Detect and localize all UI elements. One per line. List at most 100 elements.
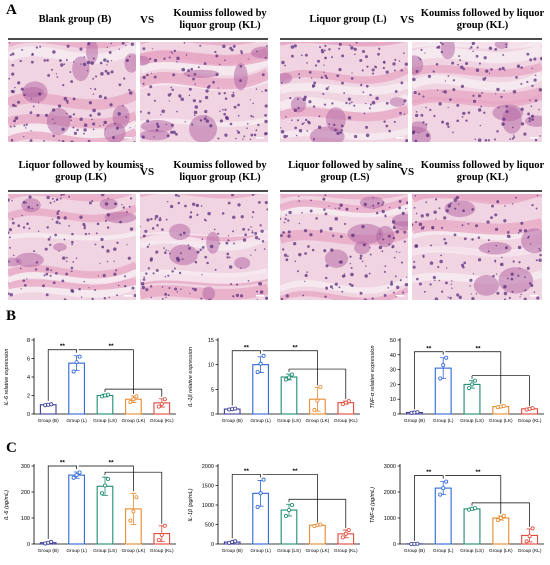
data-point (444, 355, 449, 360)
data-point (134, 495, 139, 500)
x-tick-label: Group (L) (433, 548, 454, 554)
label-kl-3: Koumiss followed by liquor group (KL) (173, 160, 267, 183)
label-blank-group: Blank group (B) (38, 14, 112, 25)
bar (309, 524, 326, 545)
y-tick-label: 2 (27, 394, 30, 400)
label-vs-2: VS (400, 14, 415, 26)
significance-label: ** (244, 468, 250, 475)
data-point (100, 491, 105, 496)
chart-svg: IL-6 relative expression 0 2 4 6 8 Group (B) Gr… (4, 338, 176, 424)
data-point (233, 539, 238, 544)
data-point (233, 406, 238, 411)
y-tick-label: 1000 (384, 516, 396, 522)
data-point (287, 508, 292, 513)
y-tick-label: 0 (393, 542, 396, 548)
divider-rule (280, 38, 542, 40)
histology-image-lk (8, 194, 136, 300)
chart-il1b-expression: IL-1β relative expression 0 5 10 15 Group (B)… (184, 318, 366, 434)
panel-letter-c: C (6, 440, 17, 456)
data-point (530, 406, 535, 411)
y-tick-label: 300 (21, 464, 30, 470)
data-point (524, 539, 529, 544)
x-tick-label: Group (LK) (489, 548, 513, 554)
data-point (255, 504, 260, 509)
data-point (346, 527, 351, 532)
y-tick-label: 1500 (202, 484, 214, 490)
data-point (315, 398, 320, 403)
data-point (162, 397, 167, 402)
data-point (131, 509, 136, 514)
significance-label: ** (244, 344, 250, 351)
label-lk-group: Liquor followed by koumiss group (LK) (18, 160, 144, 183)
data-point (77, 470, 82, 475)
data-point (261, 477, 266, 482)
data-point (159, 532, 164, 537)
x-tick-label: Group (L) (250, 548, 271, 554)
chart-svg: TNF-α (pg/mL) 0 1000 2000 3000 Group (B) Group… (370, 464, 544, 554)
y-tick-label: 0 (27, 542, 30, 548)
data-point (318, 384, 323, 389)
y-axis-label: IL-6 relative expression (4, 349, 10, 406)
significance-bracket (47, 465, 77, 539)
significance-label: ** (108, 459, 114, 466)
bar (68, 474, 85, 545)
x-tick-label: Group (LS) (93, 418, 117, 424)
x-tick-label: Group (LS) (277, 418, 301, 424)
data-point (444, 479, 449, 484)
x-tick-label: Group (B) (404, 418, 425, 424)
data-point (527, 534, 532, 539)
significance-label: ** (292, 468, 298, 475)
data-point (49, 402, 54, 407)
y-tick-label: 50 (390, 338, 396, 344)
data-point (159, 401, 164, 406)
y-axis-label: IL-1β (pg/mL) (188, 488, 194, 521)
y-tick-label: 15 (208, 338, 214, 344)
y-tick-label: 8 (27, 338, 30, 344)
x-tick-label: Group (LS) (460, 548, 484, 554)
x-tick-label: Group (LK) (306, 418, 330, 424)
x-tick-label: Group (KL) (150, 418, 174, 424)
y-tick-label: 4 (27, 375, 30, 381)
significance-bracket (47, 349, 77, 401)
significance-bracket (78, 349, 163, 397)
label-vs-3: VS (140, 166, 155, 178)
bar (492, 517, 510, 545)
chart-il6-concentration: IL-6 (pg/mL) 0 100 200 300 Group (B) Group (L)… (0, 444, 182, 564)
x-tick-label: Group (LS) (277, 548, 301, 554)
data-point (255, 370, 260, 375)
x-tick-label: Group (KL) (334, 548, 358, 554)
chart-svg: TNF-α relative expression 0 10 20 30 40 50 Grou… (370, 338, 544, 424)
x-tick-label: Group (LS) (460, 418, 484, 424)
data-point (284, 513, 289, 518)
x-tick-label: Group (LK) (122, 418, 146, 424)
significance-label: ** (292, 344, 298, 351)
data-point (495, 518, 500, 523)
chart-tnfa-concentration: TNF-α (pg/mL) 0 1000 2000 3000 Group (B) Group… (366, 444, 550, 564)
x-tick-label: Group (LK) (122, 548, 146, 554)
data-point (287, 375, 292, 380)
divider-rule (8, 38, 268, 40)
data-point (530, 526, 535, 531)
data-point (343, 531, 348, 536)
histology-image-kl (412, 194, 542, 300)
y-tick-label: 0 (393, 412, 396, 418)
significance-bracket (231, 350, 261, 406)
histology-image-kl (140, 42, 268, 142)
data-point (131, 397, 136, 402)
data-point (128, 518, 133, 523)
histology-image-liquor (280, 42, 408, 142)
data-point (438, 492, 443, 497)
data-point (128, 399, 133, 404)
histology-image-ls (280, 194, 408, 300)
significance-bracket (231, 474, 261, 539)
divider-rule (280, 190, 542, 192)
significance-bracket (262, 474, 347, 528)
y-tick-label: 30 (390, 368, 396, 374)
label-kl-1: Koumiss followed by liquor group (KL) (173, 8, 267, 31)
chart-il1b-concentration: IL-1β (pg/mL) 0 500 1000 1500 2000 Group (B) Gr… (184, 444, 366, 564)
significance-label: ** (475, 345, 481, 352)
data-point (467, 386, 472, 391)
y-axis-label: TNF-α (pg/mL) (370, 487, 376, 523)
data-point (106, 477, 111, 482)
